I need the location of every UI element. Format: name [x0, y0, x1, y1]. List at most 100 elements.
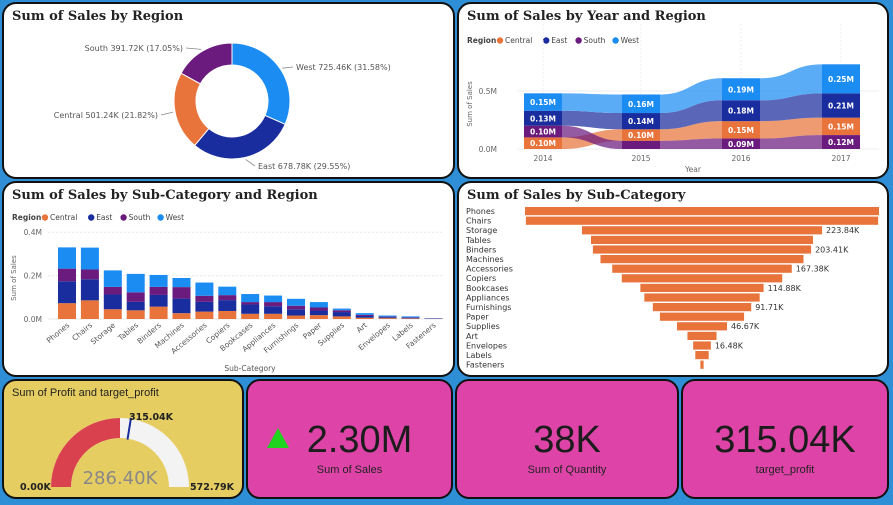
gauge-value-arc: [51, 418, 121, 487]
sales-by-subcategory-region-tile: Sum of Sales by Sub-Category and Region …: [2, 181, 455, 377]
legend-marker-south: [120, 214, 127, 221]
legend-marker-west: [612, 37, 619, 44]
profit-gauge-title: Sum of Profit and target_profit: [12, 387, 159, 399]
sales-by-year-region-tile: Sum of Sales by Year and Region Region Ce…: [457, 2, 889, 179]
funnel-bar-labels: [695, 351, 709, 360]
profit-gauge-chart: 286.40K 0.00K 572.79K 315.04K: [20, 412, 235, 493]
stacked-bar-east-bookcases: [241, 304, 260, 314]
ribbon-band-east: [760, 93, 822, 122]
funnel-bar-machines: [600, 255, 804, 264]
donut-leader-line: [185, 47, 202, 50]
kpi-card-quantity: 38K Sum of Quantity: [455, 379, 679, 499]
funnel-bar-storage: [581, 226, 823, 235]
stacked-bar-east-phones: [58, 281, 76, 304]
funnel-category-copiers: Copiers: [466, 274, 496, 283]
gauge-min-label: 0.00K: [20, 482, 51, 493]
stacked-bar-east-machines: [172, 298, 191, 314]
sales-by-region-tile: Sum of Sales by Region West 725.46K (31.…: [2, 2, 455, 179]
kpi-quantity-value: 38K: [533, 419, 601, 461]
kpi-quantity-label: Sum of Quantity: [527, 464, 607, 476]
funnel-bar-phones: [525, 207, 879, 216]
ribbon-band-south: [562, 125, 622, 149]
stacked-bar-west-phones: [58, 247, 76, 269]
stacked-bar-central-furnishings: [287, 315, 305, 319]
stacked-bar-south-binders: [149, 286, 168, 295]
funnel-category-accessories: Accessories: [466, 265, 513, 274]
stacked-y-tick: 0.2M: [24, 272, 42, 281]
donut-leader-line: [160, 111, 174, 116]
stacked-bar-central-storage: [103, 309, 122, 319]
funnel-bar-accessories: [612, 264, 792, 273]
funnel-data-label-furnishings: 91.71K: [755, 303, 784, 312]
stacked-bar-south-supplies: [332, 310, 351, 313]
ribbon-segment-central: [622, 129, 660, 141]
ribbon-segment-east: [524, 110, 562, 126]
funnel-bar-fasteners: [700, 360, 704, 369]
stacked-x-tick-art: Art: [355, 321, 369, 335]
donut-slice-south: [180, 42, 233, 85]
stacked-y-axis-title: Sum of Sales: [10, 255, 18, 301]
funnel-bar-furnishings: [652, 303, 752, 312]
ribbon-band-east: [562, 110, 622, 130]
stacked-bar-west-copiers: [218, 286, 237, 296]
ribbon-band-east: [660, 100, 722, 130]
sales-by-subcategory-title: Sum of Sales by Sub-Category: [467, 188, 686, 203]
funnel-category-bookcases: Bookcases: [466, 284, 508, 293]
stacked-bar-central-labels: [401, 318, 420, 319]
donut-leader-line: [245, 159, 256, 167]
funnel-data-label-accessories: 167.38K: [796, 265, 830, 274]
ribbon-segment-central: [524, 137, 562, 149]
funnel-bar-binders: [592, 245, 812, 254]
sales-by-subcategory-region-stacked-chart: Region Central East South West 0.0M 0.2M 0.4M Ph…: [10, 213, 444, 373]
legend-marker-south: [575, 37, 582, 44]
stacked-bar-south-tables: [126, 292, 145, 302]
ribbon-data-label: 0.16M: [628, 100, 654, 109]
stacked-bar-west-envelopes: [378, 315, 397, 317]
funnel-bar-bookcases: [640, 283, 764, 292]
ribbon-data-label: 0.25M: [828, 75, 854, 84]
stacked-bar-central-envelopes: [378, 318, 397, 319]
funnel-category-binders: Binders: [466, 245, 496, 254]
stacked-bar-west-paper: [309, 302, 328, 308]
stacked-bar-south-machines: [172, 287, 191, 299]
ribbon-band-central: [660, 121, 722, 141]
funnel-bar-tables: [590, 235, 814, 244]
ribbon-band-west: [562, 93, 622, 114]
stacked-bar-south-furnishings: [287, 305, 305, 310]
up-arrow-icon: [267, 428, 289, 448]
legend-label-central: Central: [505, 36, 532, 45]
gauge-value-label: 286.40K: [83, 468, 159, 489]
ribbon-band-central: [760, 117, 822, 139]
legend-marker-central: [496, 37, 504, 44]
stacked-bar-central-binders: [149, 306, 168, 319]
ribbon-band-south: [660, 138, 722, 149]
donut-label-south: South 391.72K (17.05%): [85, 44, 183, 53]
ribbon-data-label: 0.15M: [728, 126, 754, 135]
sales-by-subcategory-region-title: Sum of Sales by Sub-Category and Region: [12, 188, 318, 203]
stacked-bar-central-phones: [58, 303, 76, 319]
ribbon-segment-south: [622, 140, 660, 149]
donut-slice-west: [231, 42, 291, 125]
legend-label-east: East: [96, 213, 112, 222]
legend-title: Region: [12, 213, 41, 222]
stacked-bar-south-bookcases: [241, 302, 260, 305]
stacked-y-tick: 0.0M: [24, 315, 42, 324]
stacked-bar-west-labels: [401, 316, 420, 318]
stacked-bar-south-paper: [309, 307, 328, 311]
funnel-category-phones: Phones: [466, 207, 495, 216]
legend-marker-west: [157, 214, 164, 221]
ribbon-segment-central: [822, 117, 860, 136]
stacked-bar-south-art: [355, 314, 374, 316]
legend-label-west: West: [166, 213, 184, 222]
stacked-bar-central-bookcases: [241, 313, 260, 319]
stacked-bar-east-tables: [126, 301, 145, 311]
stacked-bar-central-supplies: [332, 316, 351, 319]
funnel-bar-art: [687, 331, 717, 340]
legend-label-east: East: [551, 36, 567, 45]
funnel-bar-envelopes: [693, 341, 711, 350]
funnel-bar-supplies: [676, 322, 728, 331]
stacked-bar-west-supplies: [332, 308, 351, 311]
funnel-data-label-envelopes: 16.48K: [715, 341, 744, 350]
funnel-category-envelopes: Envelopes: [466, 341, 507, 350]
ribbon-x-tick: 2017: [831, 154, 850, 163]
